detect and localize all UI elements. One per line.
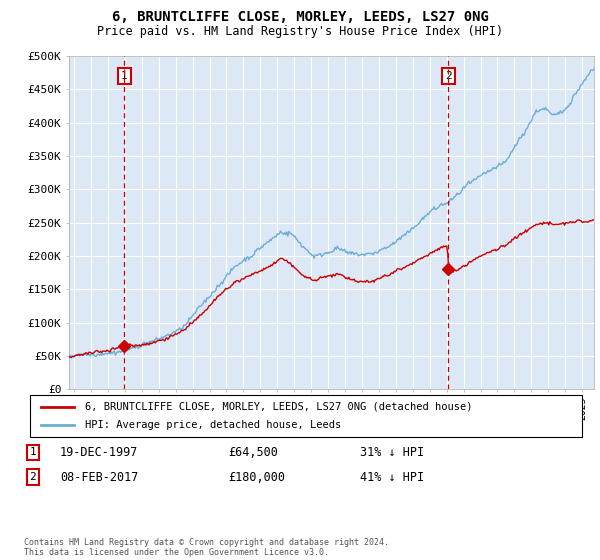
Text: 31% ↓ HPI: 31% ↓ HPI [360,446,424,459]
Text: HPI: Average price, detached house, Leeds: HPI: Average price, detached house, Leed… [85,420,341,430]
Text: 2: 2 [445,71,452,81]
Text: 6, BRUNTCLIFFE CLOSE, MORLEY, LEEDS, LS27 0NG (detached house): 6, BRUNTCLIFFE CLOSE, MORLEY, LEEDS, LS2… [85,402,473,412]
Text: 6, BRUNTCLIFFE CLOSE, MORLEY, LEEDS, LS27 0NG: 6, BRUNTCLIFFE CLOSE, MORLEY, LEEDS, LS2… [112,10,488,24]
Text: Price paid vs. HM Land Registry's House Price Index (HPI): Price paid vs. HM Land Registry's House … [97,25,503,38]
Text: 19-DEC-1997: 19-DEC-1997 [60,446,139,459]
Text: 1: 1 [121,71,128,81]
Text: 1: 1 [29,447,37,458]
Text: Contains HM Land Registry data © Crown copyright and database right 2024.
This d: Contains HM Land Registry data © Crown c… [24,538,389,557]
Text: £180,000: £180,000 [228,470,285,484]
Text: 2: 2 [29,472,37,482]
Text: 41% ↓ HPI: 41% ↓ HPI [360,470,424,484]
Text: 08-FEB-2017: 08-FEB-2017 [60,470,139,484]
Text: £64,500: £64,500 [228,446,278,459]
FancyBboxPatch shape [30,395,582,437]
